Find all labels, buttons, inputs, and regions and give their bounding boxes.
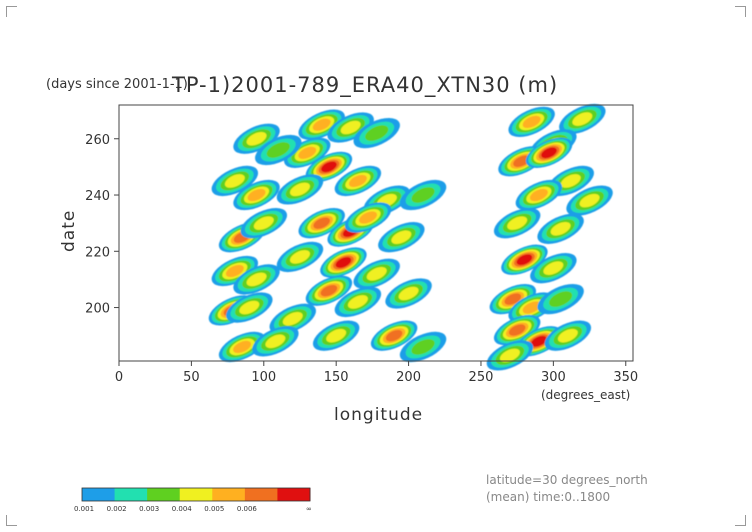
contour-blob-23-level-3 <box>246 131 267 146</box>
contour-blob-6-level-4 <box>348 174 367 188</box>
x-tick-label: 150 <box>324 370 349 385</box>
corner-mark-bottom-right <box>735 515 746 526</box>
x-axis-unit: (degrees_east) <box>541 388 630 402</box>
contour-blob-25-level-4 <box>247 188 266 202</box>
contour-blob-29-level-3 <box>246 272 267 287</box>
contour-blob-19-level-3 <box>282 312 303 326</box>
x-tick-label: 250 <box>469 370 494 385</box>
x-tick-label: 50 <box>183 370 200 385</box>
contour-blob-36-level-3 <box>572 112 593 126</box>
contour-blob-46-level-3 <box>543 261 564 275</box>
x-axis-label: longitude <box>334 405 423 425</box>
contour-blob-24-level-3 <box>224 174 245 188</box>
contour-blob-8-level-2 <box>411 187 435 203</box>
contour-blob-9-level-5 <box>313 217 330 229</box>
contour-blob-5-level-3 <box>289 182 310 197</box>
contour-blob-14-level-6 <box>335 257 352 268</box>
color-legend: 0.001 0.002 0.003 0.004 0.005 0.006 ∞ <box>74 487 312 513</box>
contour-blob-35-level-4 <box>522 115 541 129</box>
contour-field <box>208 103 613 371</box>
contour-blob-45-level-6 <box>516 254 533 266</box>
contour-blob-40-level-3 <box>560 174 581 188</box>
note-latitude: latitude=30 degrees_north <box>486 473 648 487</box>
contour-blob-33-level-3 <box>265 334 286 349</box>
contour-blob-49-level-5 <box>508 324 526 336</box>
legend-swatch <box>114 488 148 501</box>
contour-blob-41-level-4 <box>529 188 548 202</box>
plot-area <box>118 103 634 371</box>
x-axis: 0 50 100 150 200 250 300 350 <box>115 361 638 385</box>
contour-blob-39-level-6 <box>541 147 557 159</box>
legend-frame <box>81 487 311 502</box>
legend-swatch <box>244 488 278 501</box>
y-axis-label: date <box>59 210 79 252</box>
contour-blob-31-level-3 <box>239 300 260 315</box>
contour-blob-11-level-4 <box>359 211 378 224</box>
contour-blob-51-level-3 <box>557 328 578 343</box>
legend-label: 0.006 <box>237 505 258 513</box>
x-tick-label: 200 <box>396 370 421 385</box>
contour-blob-0-level-4 <box>312 118 331 131</box>
contour-blob-17-level-3 <box>347 295 368 309</box>
legend-label: 0.005 <box>204 505 224 513</box>
contour-blob-28-level-4 <box>225 264 244 278</box>
legend-label: ∞ <box>306 505 312 513</box>
contour-blob-20-level-3 <box>326 328 347 343</box>
contour-blob-15-level-3 <box>366 267 387 281</box>
contour-blob-1-level-3 <box>340 120 361 135</box>
contour-blob-43-level-3 <box>507 216 528 230</box>
contour-blob-12-level-3 <box>391 230 412 245</box>
y-tick-label: 260 <box>85 133 110 148</box>
legend-label: 0.004 <box>172 505 193 513</box>
contour-blob-34-level-2 <box>266 142 290 158</box>
contour-blob-16-level-5 <box>320 284 338 297</box>
contour-blob-52-level-3 <box>499 348 520 363</box>
y-tick-label: 200 <box>85 302 110 317</box>
legend-label: 0.003 <box>139 505 159 513</box>
x-tick-label: 0 <box>115 370 123 385</box>
contour-blob-48-level-4 <box>522 301 541 314</box>
y-axis: 200 220 240 260 <box>85 133 119 317</box>
corner-mark-top-right <box>735 6 746 17</box>
contour-blob-38-level-5 <box>513 155 530 167</box>
contour-blob-53-level-2 <box>548 291 573 307</box>
contour-blob-42-level-3 <box>579 193 600 208</box>
contour-blob-4-level-6 <box>321 161 337 173</box>
contour-blob-32-level-4 <box>233 340 252 354</box>
chart-title: TP-1)2001-789_ERA40_XTN30 (m) <box>171 73 558 98</box>
x-tick-label: 350 <box>613 370 638 385</box>
contour-blob-22-level-2 <box>411 339 435 355</box>
corner-mark-top-left <box>6 6 17 17</box>
contour-blob-18-level-3 <box>398 286 419 301</box>
contour-blob-50-level-6 <box>531 335 547 347</box>
legend-swatch <box>277 488 311 501</box>
contour-blob-44-level-3 <box>550 221 571 236</box>
plot-frame <box>118 104 634 362</box>
y-tick-label: 240 <box>85 189 110 204</box>
legend-label: 0.001 <box>74 505 94 513</box>
contour-blob-27-level-3 <box>253 216 274 230</box>
legend-swatch <box>179 488 213 501</box>
chart-subtitle: (days since 2001-1-1) <box>46 77 188 92</box>
contour-blob-2-level-2 <box>365 125 389 141</box>
y-tick-label: 220 <box>85 245 110 260</box>
legend-swatch <box>82 488 116 501</box>
corner-mark-bottom-left <box>6 515 17 526</box>
contour-blob-47-level-5 <box>504 293 522 305</box>
contour-blob-13-level-3 <box>289 250 310 264</box>
x-tick-label: 300 <box>541 370 566 385</box>
legend-swatch <box>147 488 181 501</box>
contour-blob-3-level-4 <box>298 146 317 159</box>
legend-label: 0.002 <box>107 505 127 513</box>
x-tick-label: 100 <box>251 370 276 385</box>
note-time: (mean) time:0..1800 <box>486 490 611 504</box>
legend-swatch <box>212 488 246 501</box>
contour-blob-21-level-5 <box>385 329 403 342</box>
